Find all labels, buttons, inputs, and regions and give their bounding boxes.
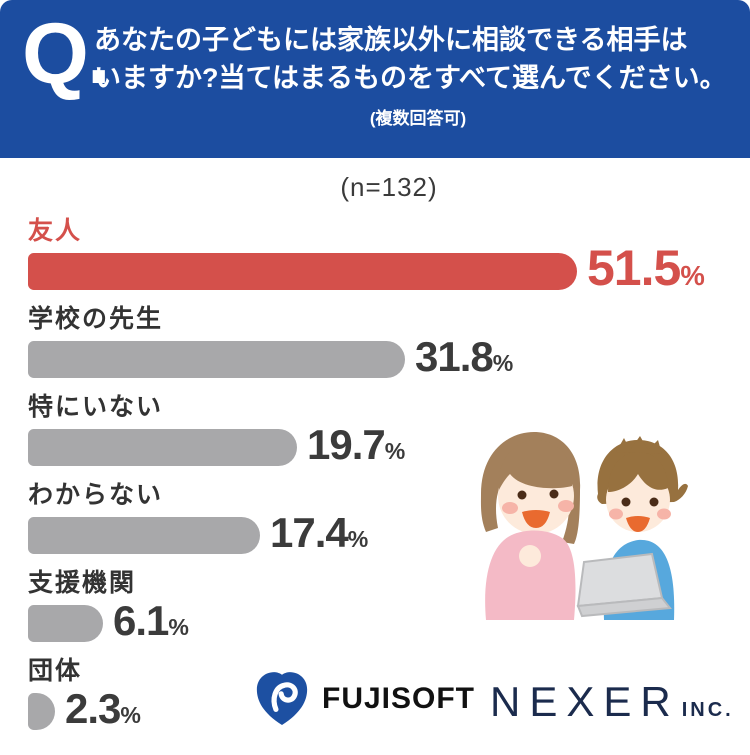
sample-size-label: (n=132) [340, 172, 438, 202]
bar-line: 2.3% [28, 687, 750, 730]
bar-row: 学校の先生 31.8% [28, 305, 750, 378]
fujisoft-logo-text: FUJISOFT [322, 682, 476, 715]
percent-sign: % [168, 613, 189, 640]
nexer-logo-suffix: INC. [681, 699, 734, 721]
bar-category-label: 支援機関 [28, 569, 137, 597]
question-q-label: Q. [22, 6, 111, 102]
question-text-block: あなたの子どもには家族以外に相談できる相手は いますか?当てはまるものをすべて選… [94, 21, 742, 129]
percent-sign: % [680, 259, 704, 291]
percent-sign: % [384, 437, 406, 464]
question-line-1: あなたの子どもには家族以外に相談できる相手は [94, 25, 688, 55]
bar-row: わからない 17.4% [28, 481, 750, 554]
percent-sign: % [492, 349, 514, 376]
bar-line: 19.7% [28, 423, 750, 466]
percent-sign: % [347, 525, 369, 552]
mother-and-child-illustration [480, 432, 688, 620]
bar-chart: (n=132) 友人 51.5% 学校の先生 31.8% 特にいない 19.7% わからない… [0, 172, 750, 730]
bar-line: 31.8% [28, 335, 750, 378]
bar [28, 605, 103, 642]
bar [28, 253, 577, 290]
bar-category-label: わからない [28, 481, 164, 509]
bar [28, 517, 260, 554]
bar-category-label: 学校の先生 [28, 305, 164, 333]
question-note: (複数回答可) [369, 109, 467, 128]
nexer-logo-text: NEXER [490, 678, 680, 725]
bar-category-label: 友人 [28, 217, 83, 245]
question-line-2: いますか?当てはまるものをすべて選んでください。 [94, 63, 727, 93]
fujisoft-heart-icon [256, 672, 308, 725]
bar-rows: 友人 51.5% 学校の先生 31.8% 特にいない 19.7% わからない 17.4% 支援機… [28, 217, 750, 730]
bar-row: 友人 51.5% [28, 217, 750, 293]
nexer-logo: NEXER INC. [490, 678, 734, 730]
fujisoft-logo: FUJISOFT [256, 668, 475, 730]
bar-category-label: 特にいない [28, 393, 164, 421]
percent-sign: % [120, 701, 141, 728]
bar-value: 51.5% [587, 239, 705, 296]
bar-line: 6.1% [28, 599, 750, 642]
bar-row: 特にいない 19.7% [28, 393, 750, 466]
bar-value: 17.4% [270, 508, 369, 556]
bar [28, 693, 55, 730]
bar-line: 17.4% [28, 511, 750, 554]
bar-category-label: 団体 [28, 657, 83, 685]
bar-line: 51.5% [28, 243, 750, 293]
bar-value: 2.3% [65, 684, 141, 732]
question-header: Q. あなたの子どもには家族以外に相談できる相手は いますか?当てはまるものをす… [0, 0, 750, 158]
bar [28, 429, 297, 466]
bar-value: 19.7% [307, 420, 406, 468]
bar-row: 支援機関 6.1% [28, 569, 750, 642]
bar-value: 31.8% [415, 332, 514, 380]
bar [28, 341, 405, 378]
bar-row: 団体 2.3% [28, 657, 750, 730]
bar-value: 6.1% [113, 596, 189, 644]
